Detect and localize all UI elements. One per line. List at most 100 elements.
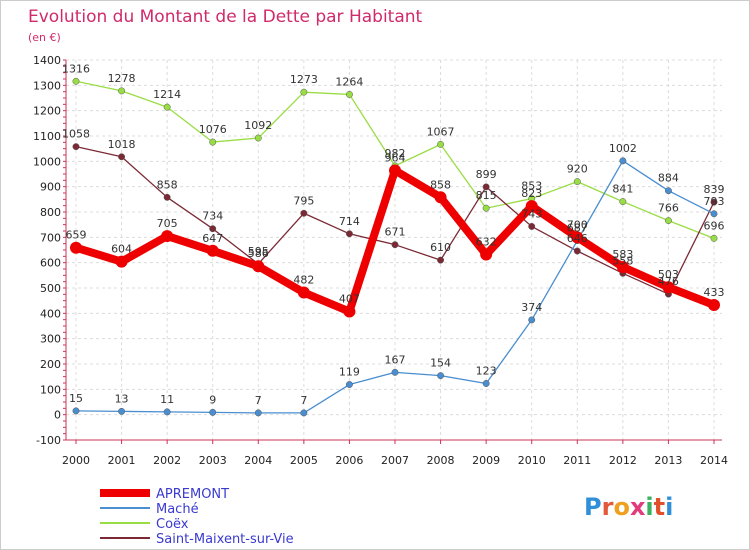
data-label: 119 <box>339 366 360 379</box>
y-tick-label: 100 <box>40 383 61 396</box>
y-tick-label: 1200 <box>33 105 61 118</box>
chart-subtitle: (en €) <box>28 31 61 44</box>
data-label: 167 <box>385 353 406 366</box>
data-label: 705 <box>157 217 178 230</box>
x-tick-label: 2009 <box>472 454 500 467</box>
data-label: 659 <box>66 229 87 242</box>
data-label: 1067 <box>427 125 455 138</box>
x-tick-label: 2000 <box>62 454 90 467</box>
y-tick-label: 500 <box>40 282 61 295</box>
data-label: 858 <box>157 178 178 191</box>
data-label: 839 <box>704 183 725 196</box>
data-label: 884 <box>658 172 679 185</box>
grid <box>66 59 722 441</box>
data-label: 586 <box>248 247 269 260</box>
data-point <box>437 256 445 264</box>
data-label: 9 <box>209 393 216 406</box>
data-label: 696 <box>704 219 725 232</box>
x-tick-label: 2003 <box>199 454 227 467</box>
data-point <box>389 164 401 177</box>
data-point <box>206 244 219 257</box>
data-label: 743 <box>521 207 542 220</box>
data-label: 1273 <box>290 73 318 86</box>
x-tick-label: 2010 <box>518 454 546 467</box>
legend-label: Saint-Maixent-sur-Vie <box>156 532 294 547</box>
data-point <box>710 198 718 206</box>
data-point <box>115 255 128 268</box>
x-tick-label: 2005 <box>290 454 318 467</box>
data-label: 7 <box>300 394 307 407</box>
data-label: 671 <box>385 226 406 239</box>
data-point <box>72 77 80 85</box>
data-point <box>573 178 581 186</box>
data-point <box>343 305 356 318</box>
data-label: 154 <box>430 357 451 370</box>
data-point <box>708 298 720 311</box>
data-point <box>209 408 217 416</box>
data-point <box>664 217 672 225</box>
data-point <box>616 260 629 273</box>
data-label: 793 <box>704 195 725 208</box>
y-tick-label: -100 <box>36 434 61 447</box>
data-label: 482 <box>293 274 314 287</box>
data-label: 476 <box>658 275 679 288</box>
data-point <box>209 225 217 233</box>
data-point <box>480 248 493 261</box>
data-label: 1058 <box>62 128 90 141</box>
data-label: 687 <box>567 222 588 235</box>
data-label: 604 <box>111 243 132 256</box>
data-labels: 1316 1278 1214 1076 1092 1273 1264 982 1067 815 85… <box>62 62 725 407</box>
data-label: 1264 <box>335 75 363 88</box>
data-point <box>437 372 445 380</box>
data-point <box>482 183 490 191</box>
legend-label: Maché <box>156 502 199 517</box>
x-tick-label: 2012 <box>609 454 637 467</box>
data-point <box>163 408 171 416</box>
x-tick-label: 2006 <box>335 454 363 467</box>
data-label: 853 <box>521 180 542 193</box>
data-label: 964 <box>385 151 406 164</box>
data-label: 714 <box>339 215 360 228</box>
data-label: 795 <box>293 194 314 207</box>
y-tick-label: 1300 <box>33 79 61 92</box>
data-label: 13 <box>115 392 129 405</box>
data-point <box>528 316 536 324</box>
data-label: 583 <box>612 248 633 261</box>
data-label: 1316 <box>62 62 90 75</box>
logo-text: Proxiti <box>584 493 673 521</box>
data-label: 1214 <box>153 88 181 101</box>
legend-label: Coëx <box>156 517 189 532</box>
data-point <box>118 407 126 415</box>
data-label: 407 <box>339 293 360 306</box>
data-point <box>254 409 262 417</box>
data-point <box>482 204 490 212</box>
data-point <box>72 143 80 151</box>
data-point <box>72 407 80 415</box>
data-label: 11 <box>160 393 174 406</box>
data-point <box>300 409 308 417</box>
data-label: 15 <box>69 392 83 405</box>
chart-title: Evolution du Montant de la Dette par Hab… <box>28 7 423 27</box>
data-label: 1002 <box>609 142 637 155</box>
y-tick-label: 400 <box>40 307 61 320</box>
data-point <box>345 230 353 238</box>
data-label: 503 <box>658 268 679 281</box>
data-point <box>300 88 308 96</box>
data-label: 374 <box>521 301 542 314</box>
y-tick-label: 600 <box>40 257 61 270</box>
data-point <box>118 87 126 95</box>
x-tick-label: 2013 <box>654 454 682 467</box>
data-point <box>391 241 399 249</box>
proxiti-logo: Proxiti <box>584 493 673 521</box>
data-label: 1092 <box>244 119 272 132</box>
data-label: 558 <box>612 254 633 267</box>
data-point <box>482 380 490 387</box>
data-point <box>525 200 538 213</box>
series <box>70 77 720 417</box>
data-point <box>573 247 581 255</box>
y-tick-label: 1400 <box>33 54 61 67</box>
data-point <box>528 222 536 230</box>
data-point <box>70 241 82 254</box>
data-point <box>209 138 217 146</box>
